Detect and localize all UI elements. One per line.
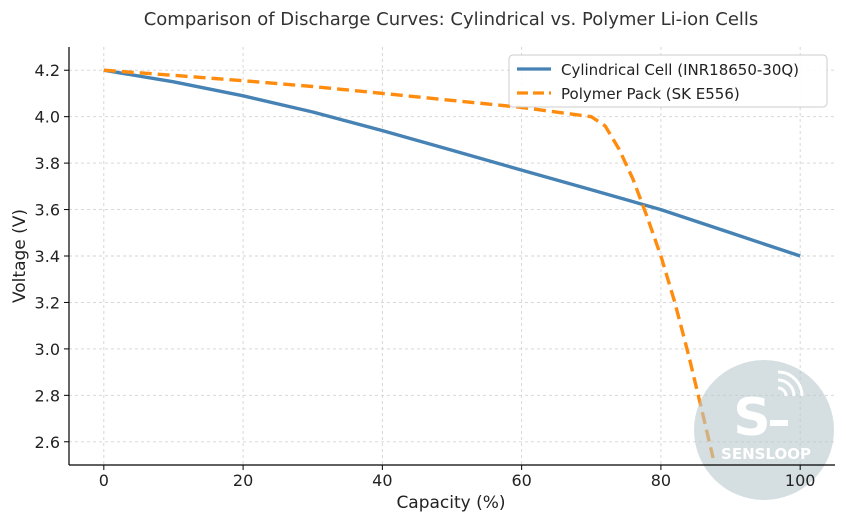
x-tick-label: 100	[785, 471, 816, 490]
legend-label-polymer: Polymer Pack (SK E556)	[561, 85, 740, 103]
cylindrical-cell-line	[103, 68, 801, 258]
x-tick-label: 80	[651, 471, 671, 490]
watermark-underscore	[770, 420, 788, 426]
legend-label-cylindrical: Cylindrical Cell (INR18650-30Q)	[561, 61, 799, 79]
y-tick-label: 3.4	[35, 247, 60, 266]
watermark-brand: SENSLOOP	[721, 445, 811, 463]
watermark-logo-glyph: S	[733, 388, 770, 448]
x-axis-label: Capacity (%)	[396, 493, 505, 513]
y-tick-label: 2.8	[35, 386, 60, 405]
y-tick-label: 2.6	[35, 433, 60, 452]
legend: Cylindrical Cell (INR18650-30Q) Polymer …	[508, 54, 828, 108]
x-tick-label: 20	[233, 471, 253, 490]
signal-icon	[777, 370, 804, 397]
ticks: 0 20 40 60 80 100 2.6 2.8 3.0 3.2 3.4 3.6 3.8 4.0 4.2	[35, 61, 816, 490]
series-layer	[103, 68, 801, 459]
signal-icon	[777, 386, 788, 397]
chart-title: Comparison of Discharge Curves: Cylindri…	[144, 9, 759, 30]
y-tick-label: 3.2	[35, 293, 60, 312]
y-tick-label: 4.0	[35, 108, 60, 127]
x-tick-label: 0	[99, 471, 109, 490]
y-tick-label: 3.8	[35, 154, 60, 173]
polymer-pack-line	[103, 68, 715, 459]
y-tick-label: 3.6	[35, 201, 60, 220]
x-tick-label: 40	[372, 471, 392, 490]
y-tick-label: 4.2	[35, 61, 60, 80]
y-axis-label: Voltage (V)	[10, 209, 30, 303]
y-tick-label: 3.0	[35, 340, 60, 359]
legend-box	[508, 54, 828, 108]
signal-icon	[777, 378, 796, 397]
x-tick-label: 60	[511, 471, 531, 490]
